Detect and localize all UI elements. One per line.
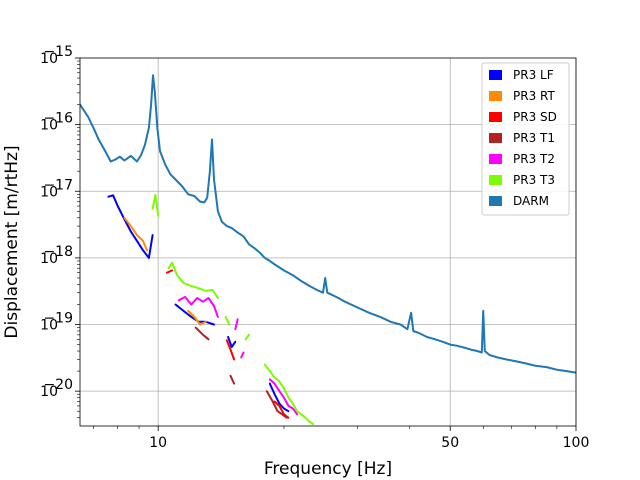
y-tick-base: 10 — [40, 51, 58, 67]
legend-swatch — [489, 196, 502, 206]
legend-items: PR3 LF PR3 RT PR3 SD PR3 T1 PR3 T2 PR3 T3 DARM — [489, 68, 557, 208]
y-tick-label: 10−18 — [40, 244, 73, 267]
series-line — [166, 269, 174, 274]
y-tick-label: 10−19 — [40, 311, 73, 334]
legend-frame — [481, 62, 570, 216]
legend-swatch — [489, 133, 502, 143]
legend-swatch — [489, 112, 502, 122]
series-line — [167, 261, 219, 299]
series-line — [123, 216, 148, 252]
legend-label: PR3 SD — [513, 110, 557, 124]
legend-entry: PR3 SD — [489, 110, 557, 124]
series-layer — [80, 74, 576, 426]
legend-label: PR3 LF — [513, 68, 554, 82]
legend-swatch — [489, 175, 502, 185]
series-line — [177, 295, 219, 318]
y-tick-base: 10 — [40, 118, 58, 134]
series-pr3-t1 — [194, 326, 288, 419]
series-line — [234, 318, 239, 331]
legend-label: PR3 T1 — [513, 131, 555, 145]
series-line — [225, 339, 236, 361]
ticks — [75, 57, 577, 431]
y-tick-exponent: −15 — [43, 44, 73, 60]
series-darm — [80, 74, 576, 374]
legend-swatch — [489, 154, 502, 164]
y-tick-label: 10−17 — [40, 177, 73, 200]
legend-label: DARM — [513, 194, 549, 208]
y-tick-exponent: −17 — [43, 177, 73, 193]
series-pr3-t3 — [151, 194, 315, 426]
legend-entry: PR3 T2 — [489, 152, 555, 166]
series-line — [240, 351, 245, 359]
legend-swatch — [489, 70, 502, 80]
legend-label: PR3 RT — [513, 89, 555, 103]
series-line — [194, 326, 210, 341]
series-line — [268, 378, 299, 416]
series-line — [268, 382, 290, 413]
y-tick-label: 10−20 — [40, 377, 73, 400]
series-pr3-t2 — [177, 295, 299, 416]
y-tick-base: 10 — [40, 384, 58, 400]
series-line — [187, 309, 207, 326]
legend: PR3 LF PR3 RT PR3 SD PR3 T1 PR3 T2 PR3 T3 DARM — [481, 62, 570, 216]
x-tick-label: 10 — [149, 435, 167, 451]
series-line — [265, 390, 288, 419]
legend-label: PR3 T3 — [513, 173, 555, 187]
y-tick-exponent: −16 — [43, 111, 73, 127]
legend-entry: PR3 RT — [489, 89, 555, 103]
legend-entry: PR3 T3 — [489, 173, 555, 187]
series-line — [224, 315, 231, 326]
series-pr3-sd — [166, 269, 290, 419]
series-line — [107, 194, 154, 259]
series-line — [229, 374, 236, 385]
y-tick-exponent: −19 — [43, 311, 73, 327]
y-axis-label: Displacement [m/rtHz] — [2, 145, 22, 338]
y-tick-label: 10−15 — [40, 44, 73, 67]
series-line — [151, 194, 160, 217]
series-line — [227, 336, 237, 348]
series-line — [244, 333, 250, 341]
series-pr3-rt — [123, 216, 207, 326]
x-tick-label: 100 — [563, 435, 590, 451]
series-line — [273, 400, 290, 419]
series-line — [263, 363, 315, 426]
y-tick-base: 10 — [40, 318, 58, 334]
y-tick-exponent: −18 — [43, 244, 73, 260]
y-tick-exponent: −20 — [43, 377, 73, 393]
x-tick-label: 50 — [441, 435, 459, 451]
legend-entry: DARM — [489, 194, 549, 208]
legend-swatch — [489, 91, 502, 101]
y-tick-base: 10 — [40, 251, 58, 267]
legend-entry: PR3 LF — [489, 68, 554, 82]
plot-frame — [79, 57, 577, 427]
legend-entry: PR3 T1 — [489, 131, 555, 145]
legend-label: PR3 T2 — [513, 152, 555, 166]
y-tick-base: 10 — [40, 184, 58, 200]
x-axis-label: Frequency [Hz] — [264, 459, 392, 479]
series-line — [80, 74, 576, 374]
y-tick-label: 10−16 — [40, 111, 73, 134]
